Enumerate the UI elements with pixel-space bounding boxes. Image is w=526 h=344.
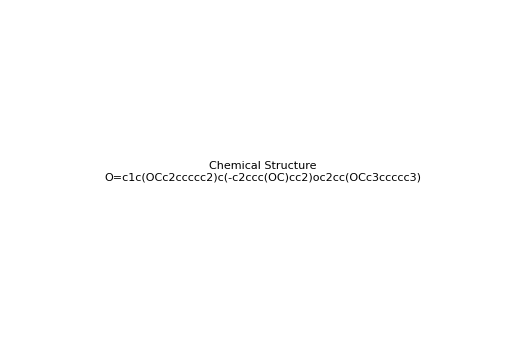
Text: Chemical Structure
O=c1c(OCc2ccccc2)c(-c2ccc(OC)cc2)oc2cc(OCc3ccccc3): Chemical Structure O=c1c(OCc2ccccc2)c(-c… bbox=[105, 161, 421, 183]
